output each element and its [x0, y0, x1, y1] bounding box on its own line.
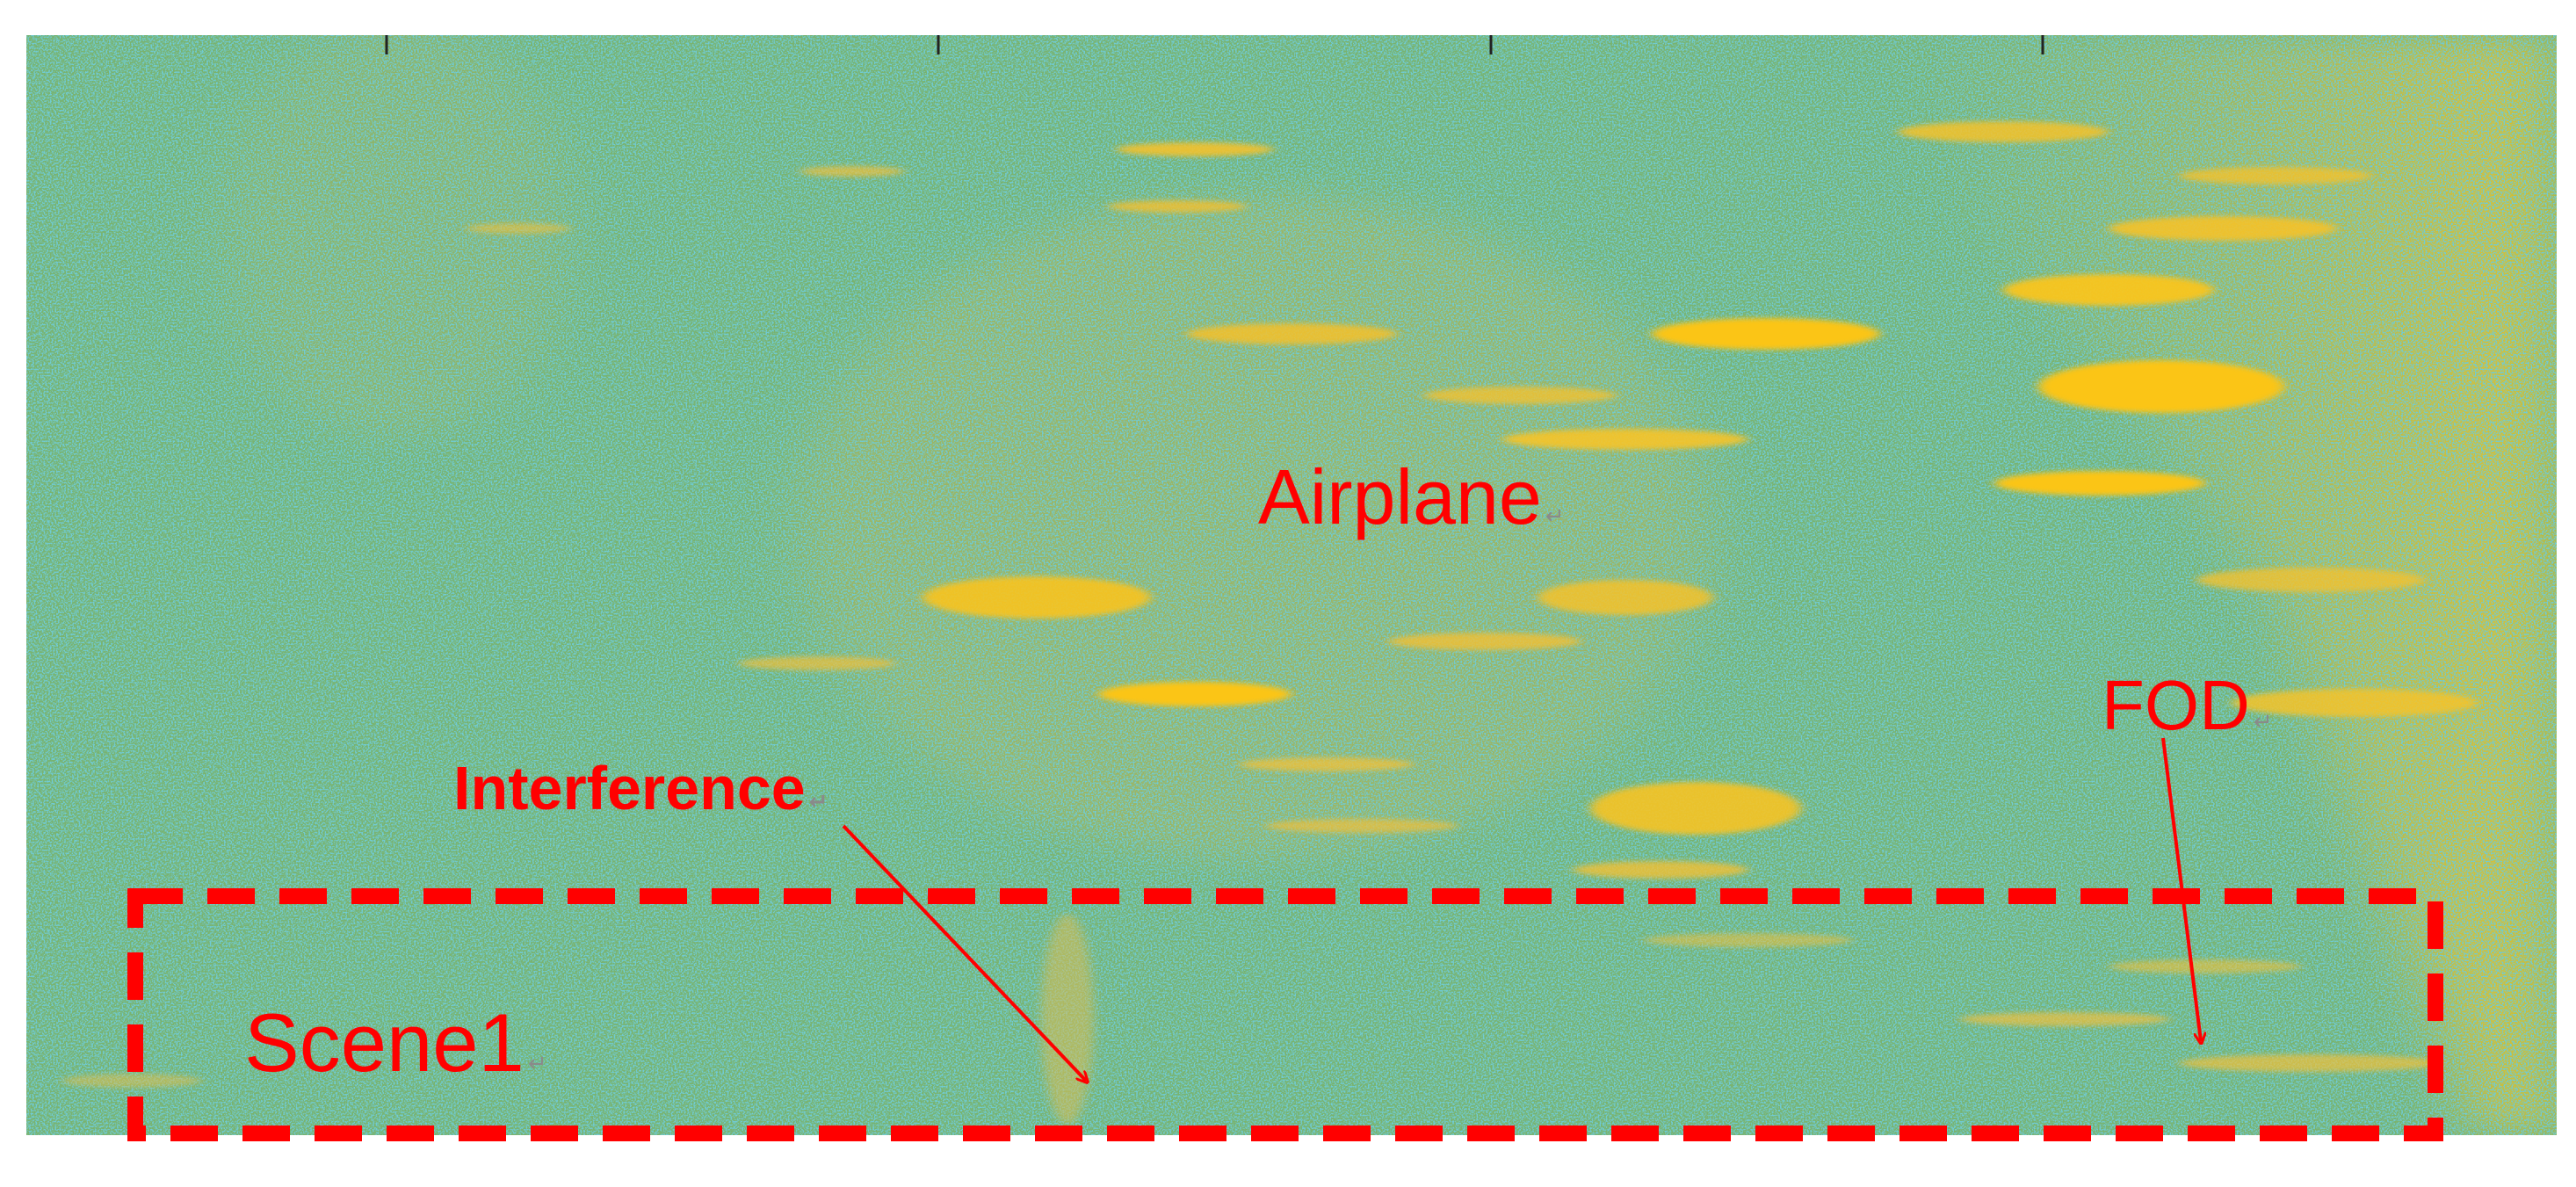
fod-label: FOD ↵ — [2102, 670, 2273, 741]
return-mark: ↵ — [527, 1051, 547, 1077]
airplane-label: Airplane ↵ — [1258, 459, 1565, 536]
scene1-label-text: Scene1 — [244, 996, 525, 1089]
scene1-label: Scene1 ↵ — [244, 1002, 547, 1084]
fod-label-text: FOD — [2102, 666, 2250, 744]
interference-label: Interference ↵ — [453, 757, 829, 819]
interference-label-text: Interference — [453, 754, 806, 822]
return-mark: ↵ — [808, 789, 829, 815]
airplane-label-text: Airplane — [1258, 453, 1542, 540]
return-mark: ↵ — [1545, 503, 1565, 530]
return-mark: ↵ — [2253, 709, 2273, 735]
radar-range-doppler-image — [26, 35, 2557, 1135]
